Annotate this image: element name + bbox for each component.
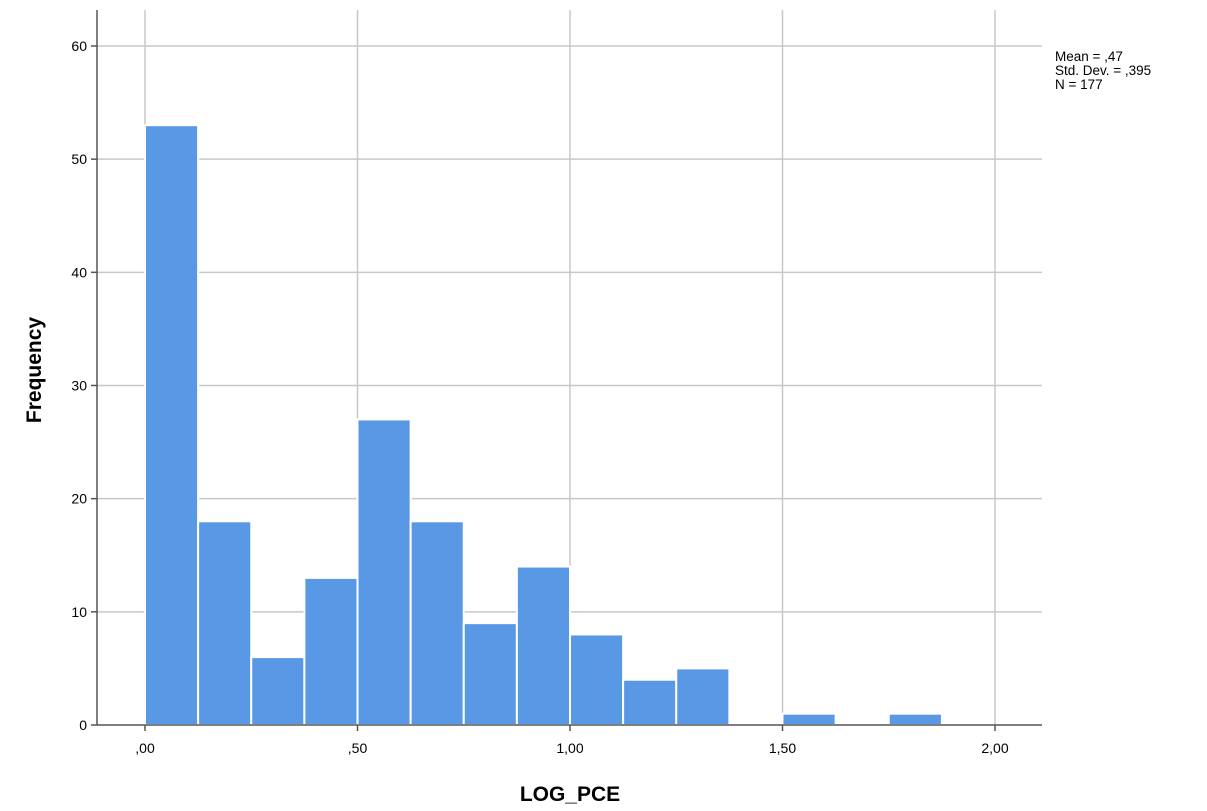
stats-line: Mean = ,47 <box>1055 49 1123 64</box>
y-tick-label: 10 <box>71 604 87 620</box>
x-tick-label: 1,50 <box>769 740 796 756</box>
histogram-bar <box>781 712 837 727</box>
y-tick-label: 20 <box>71 491 87 507</box>
grid-layer <box>97 10 1042 725</box>
x-axis-title: LOG_PCE <box>520 783 620 806</box>
histogram-bar <box>675 667 731 727</box>
bars-layer <box>144 124 943 727</box>
y-tick-label: 40 <box>71 264 87 280</box>
y-axis-title: Frequency <box>23 317 46 424</box>
histogram-bar <box>622 678 678 727</box>
x-tick-label: ,00 <box>135 740 155 756</box>
histogram-bar <box>197 520 253 726</box>
histogram-bar <box>462 622 518 727</box>
histogram-bar <box>515 565 571 726</box>
histogram-bar <box>356 418 412 726</box>
histogram-bar <box>303 576 359 727</box>
labels-layer: 0 10 20 30 40 50 60 ,00 ,50 1,00 1,50 2,00 <box>71 38 1008 756</box>
stats-line: Std. Dev. = ,395 <box>1055 63 1151 78</box>
histogram-bar <box>144 124 200 726</box>
histogram-bar <box>887 712 943 727</box>
histogram-bar <box>409 520 465 726</box>
y-tick-label: 60 <box>71 38 87 54</box>
y-tick-label: 30 <box>71 378 87 394</box>
histogram-bar <box>250 656 306 726</box>
stats-line: N = 177 <box>1055 77 1103 92</box>
axes-layer <box>91 10 1042 731</box>
x-tick-label: 2,00 <box>981 740 1008 756</box>
x-tick-label: ,50 <box>348 740 368 756</box>
histogram-bar <box>569 633 625 727</box>
x-tick-label: 1,00 <box>556 740 583 756</box>
y-tick-label: 0 <box>79 717 87 733</box>
y-tick-label: 50 <box>71 151 87 167</box>
